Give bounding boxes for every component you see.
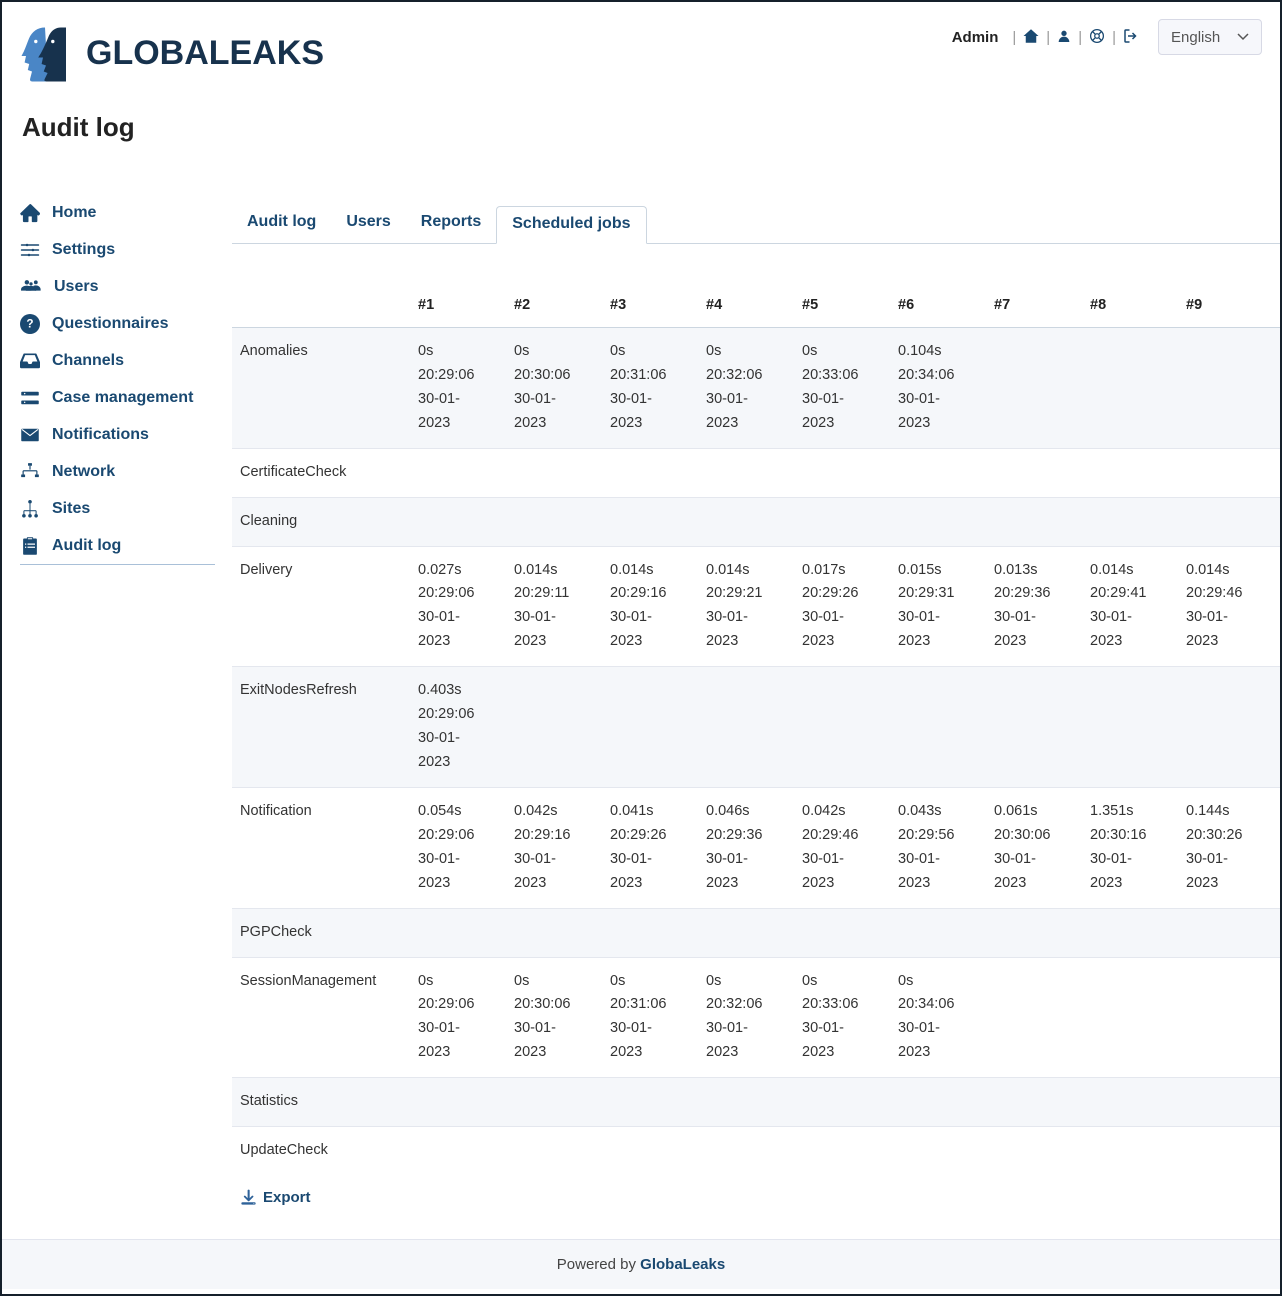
svg-text:?: ? [26,318,33,331]
